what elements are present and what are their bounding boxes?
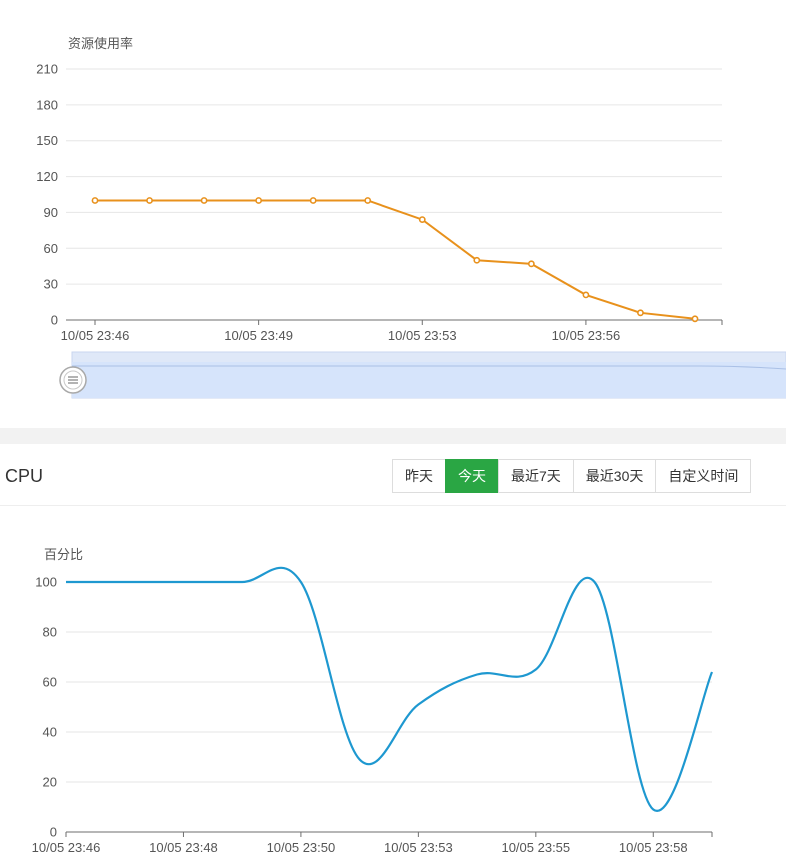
bot-y-tick-label: 100: [35, 575, 57, 590]
top-data-point: [309, 197, 317, 204]
top-data-point: [255, 197, 263, 204]
top-data-point: [527, 260, 535, 268]
section-separator: [0, 428, 786, 444]
top-y-tick-label: 180: [36, 97, 58, 112]
cpu-series-line: [65, 566, 714, 812]
top-y-tick-label: 210: [36, 62, 58, 77]
bot-y-tick-label: 60: [43, 675, 57, 690]
top-data-point: [418, 216, 426, 223]
bot-y-tick-label: 0: [50, 825, 57, 840]
range-button-yesterday[interactable]: 昨天: [392, 459, 446, 493]
top-data-point: [146, 197, 153, 204]
top-x-tick-label: 10/05 23:49: [224, 328, 293, 343]
top-data-point: [473, 256, 481, 264]
top-data-point: [691, 315, 699, 323]
top-x-tick-label: 10/05 23:56: [552, 328, 621, 343]
top-y-tick-label: 30: [44, 277, 58, 292]
top-y-tick-label: 0: [51, 313, 58, 328]
bot-y-tick-label: 20: [43, 775, 57, 790]
time-range-buttons: 昨天 今天 最近7天 最近30天 自定义时间: [392, 459, 752, 493]
top-x-tick-label: 10/05 23:53: [388, 328, 457, 343]
top-x-tick-label: 10/05 23:46: [61, 328, 130, 343]
cpu-y-axis-label: 百分比: [44, 547, 83, 562]
resource-usage-series-line: [95, 199, 696, 320]
bot-x-tick-label: 10/05 23:48: [149, 840, 218, 855]
top-data-point: [200, 197, 208, 204]
top-y-tick-label: 60: [44, 241, 58, 256]
datazoom-preview-line: [72, 365, 786, 370]
resource-usage-panel: 资源使用率 0 30 60 90 120 150 180 210 10/05 23:46 10/…: [0, 0, 786, 428]
top-data-point: [637, 309, 644, 317]
top-data-point: [364, 197, 372, 204]
range-button-today[interactable]: 今天: [445, 459, 499, 493]
top-y-tick-label: 90: [44, 205, 58, 220]
top-data-point: [91, 197, 99, 204]
top-y-tick-label: 120: [36, 169, 58, 184]
resource-usage-y-axis-label: 资源使用率: [68, 36, 133, 51]
cpu-chart-panel: 百分比 0 20 40 60 80 100 10/05 23:46 10/05 23:48 1…: [0, 506, 786, 856]
range-button-last-7-days[interactable]: 最近7天: [498, 459, 574, 493]
bot-y-tick-label: 80: [43, 625, 57, 640]
cpu-title: CPU: [5, 466, 44, 486]
range-button-last-30-days[interactable]: 最近30天: [572, 459, 657, 493]
datazoom-handle-icon[interactable]: [59, 366, 87, 394]
bot-x-tick-label: 10/05 23:55: [501, 840, 570, 855]
datazoom-selected-range[interactable]: [72, 362, 786, 398]
bot-y-tick-label: 40: [43, 725, 57, 740]
range-button-custom-time[interactable]: 自定义时间: [655, 459, 752, 493]
resource-usage-chart: 资源使用率 0 30 60 90 120 150 180 210 10/05 23:46 10/…: [36, 36, 786, 399]
bot-x-tick-label: 10/05 23:50: [267, 840, 336, 855]
cpu-header: CPU 昨天 今天 最近7天 最近30天 自定义时间: [0, 444, 786, 506]
datazoom-slider[interactable]: [59, 351, 786, 399]
bot-x-tick-label: 10/05 23:46: [32, 840, 101, 855]
top-data-point: [582, 291, 590, 299]
bot-x-tick-label: 10/05 23:53: [384, 840, 453, 855]
bot-x-tick-label: 10/05 23:58: [619, 840, 688, 855]
top-y-tick-label: 150: [36, 133, 58, 148]
cpu-percentage-chart: 百分比 0 20 40 60 80 100 10/05 23:46 10/05 23:48 1…: [32, 547, 714, 855]
